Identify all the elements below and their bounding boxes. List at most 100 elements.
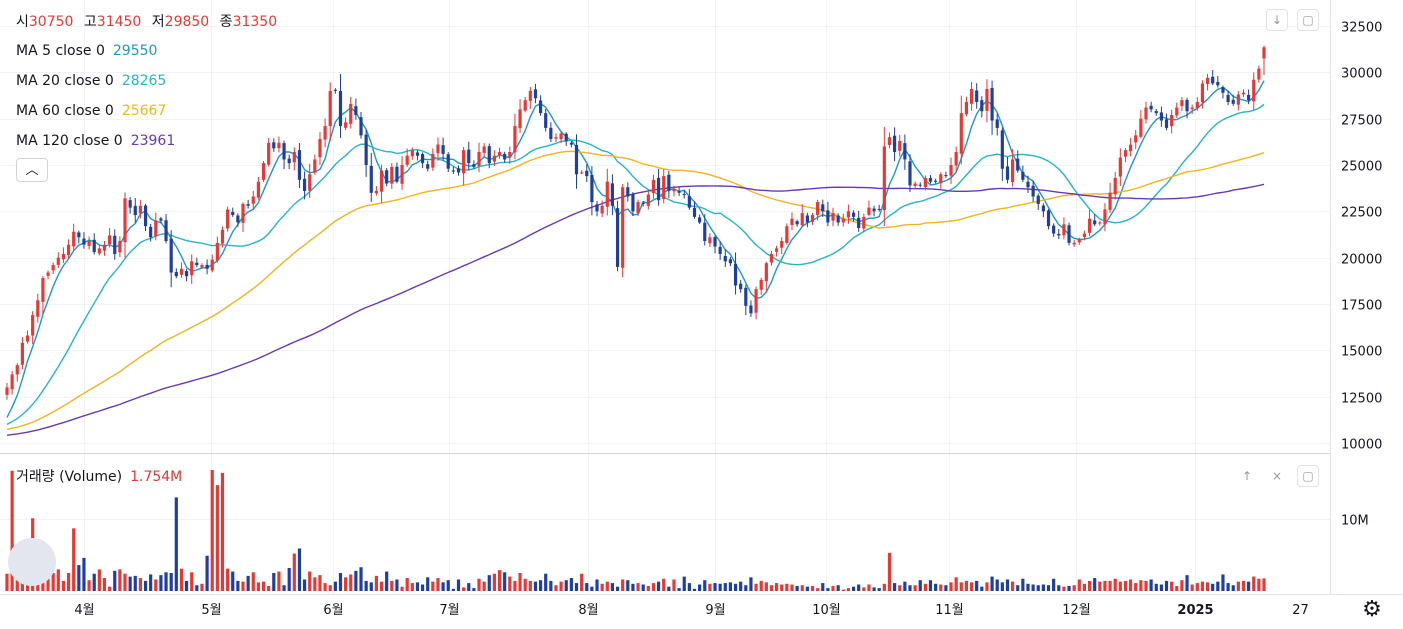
candle-body[interactable]	[1257, 68, 1261, 80]
volume-bar[interactable]	[1200, 581, 1205, 591]
candle-body[interactable]	[61, 253, 66, 260]
candle-body[interactable]	[600, 205, 604, 214]
volume-bar[interactable]	[1180, 580, 1184, 591]
volume-bar[interactable]	[487, 575, 491, 591]
candle-body[interactable]	[759, 279, 763, 290]
volume-bar[interactable]	[1108, 580, 1112, 591]
candle-body[interactable]	[1149, 105, 1153, 110]
volume-bar[interactable]	[77, 565, 81, 591]
candle-body[interactable]	[626, 187, 630, 197]
volume-bar[interactable]	[267, 585, 271, 591]
candle-body[interactable]	[436, 144, 440, 154]
candle-body[interactable]	[708, 237, 712, 244]
candle-body[interactable]	[590, 174, 594, 203]
volume-bar[interactable]	[292, 553, 296, 591]
volume-bar[interactable]	[451, 588, 455, 591]
volume-bar[interactable]	[903, 581, 907, 591]
candle-body[interactable]	[420, 154, 425, 164]
candle-body[interactable]	[513, 126, 517, 153]
candle-body[interactable]	[467, 149, 471, 164]
volume-bar[interactable]	[944, 585, 948, 591]
volume-bar[interactable]	[467, 583, 471, 591]
candlestick-series[interactable]	[5, 45, 1266, 400]
volume-bar[interactable]	[759, 580, 763, 591]
candle-body[interactable]	[1231, 99, 1235, 104]
candle-body[interactable]	[785, 226, 789, 243]
candle-body[interactable]	[405, 155, 409, 165]
volume-bar[interactable]	[631, 583, 635, 591]
candle-body[interactable]	[954, 152, 958, 166]
settings-gear-icon[interactable]: ⚙	[1362, 597, 1382, 622]
candle-body[interactable]	[713, 237, 717, 247]
volume-bar[interactable]	[200, 583, 204, 591]
candle-body[interactable]	[672, 189, 676, 192]
volume-bar[interactable]	[390, 580, 394, 591]
candle-body[interactable]	[379, 170, 384, 192]
volume-bar[interactable]	[739, 581, 743, 591]
volume-bar[interactable]	[764, 582, 768, 591]
candle-body[interactable]	[246, 204, 250, 206]
volume-bar[interactable]	[313, 577, 317, 591]
volume-bar[interactable]	[56, 569, 60, 591]
candle-body[interactable]	[10, 374, 14, 390]
volume-bar[interactable]	[1118, 581, 1122, 591]
volume-bar[interactable]	[1139, 580, 1143, 591]
volume-bar[interactable]	[1262, 578, 1266, 591]
volume-bar[interactable]	[1011, 581, 1015, 591]
volume-bar[interactable]	[1046, 585, 1051, 591]
candle-body[interactable]	[1036, 195, 1040, 204]
candle-body[interactable]	[200, 265, 204, 268]
candle-body[interactable]	[846, 211, 851, 218]
volume-bar[interactable]	[1211, 583, 1215, 591]
candle-body[interactable]	[287, 158, 291, 164]
candle-body[interactable]	[615, 208, 620, 267]
candle-body[interactable]	[1164, 119, 1169, 128]
volume-bar[interactable]	[241, 581, 245, 591]
volume-bar[interactable]	[10, 470, 14, 591]
candle-body[interactable]	[128, 200, 132, 208]
volume-bar[interactable]	[1247, 581, 1251, 591]
volume-bar[interactable]	[1216, 581, 1220, 591]
candle-body[interactable]	[1087, 218, 1092, 233]
volume-bar[interactable]	[441, 582, 445, 591]
candle-body[interactable]	[390, 166, 394, 184]
candle-body[interactable]	[780, 240, 784, 248]
candle-body[interactable]	[995, 119, 999, 128]
volume-bar[interactable]	[215, 485, 219, 591]
candle-body[interactable]	[805, 215, 809, 223]
volume-bar[interactable]	[51, 573, 55, 591]
volume-bar[interactable]	[646, 585, 650, 591]
candle-body[interactable]	[292, 152, 296, 163]
candle-body[interactable]	[605, 181, 609, 207]
volume-bar[interactable]	[672, 579, 676, 591]
candle-body[interactable]	[210, 259, 214, 271]
volume-bar[interactable]	[651, 583, 656, 591]
candle-body[interactable]	[31, 315, 35, 336]
volume-bar[interactable]	[1031, 584, 1035, 591]
candle-body[interactable]	[728, 259, 733, 264]
candle-body[interactable]	[1205, 77, 1210, 84]
candle-body[interactable]	[580, 172, 584, 174]
volume-bar[interactable]	[867, 584, 871, 591]
volume-bar[interactable]	[72, 528, 76, 591]
volume-bar[interactable]	[1241, 580, 1246, 591]
volume-bar[interactable]	[621, 579, 625, 591]
volume-bar[interactable]	[733, 583, 738, 591]
volume-bar[interactable]	[272, 573, 276, 591]
volume-bar[interactable]	[862, 587, 866, 591]
volume-bar[interactable]	[667, 586, 671, 591]
candle-body[interactable]	[851, 212, 856, 217]
candle-body[interactable]	[272, 142, 276, 149]
volume-bar[interactable]	[949, 582, 953, 591]
candle-body[interactable]	[1108, 192, 1112, 210]
candle-body[interactable]	[369, 165, 373, 193]
candle-body[interactable]	[338, 91, 343, 127]
volume-bar[interactable]	[1252, 576, 1256, 591]
candle-body[interactable]	[1005, 166, 1010, 180]
candle-body[interactable]	[533, 89, 538, 99]
candle-body[interactable]	[1154, 111, 1158, 114]
candle-body[interactable]	[323, 126, 327, 140]
volume-bar[interactable]	[426, 577, 430, 591]
candle-body[interactable]	[56, 257, 60, 265]
volume-bar[interactable]	[364, 580, 368, 591]
